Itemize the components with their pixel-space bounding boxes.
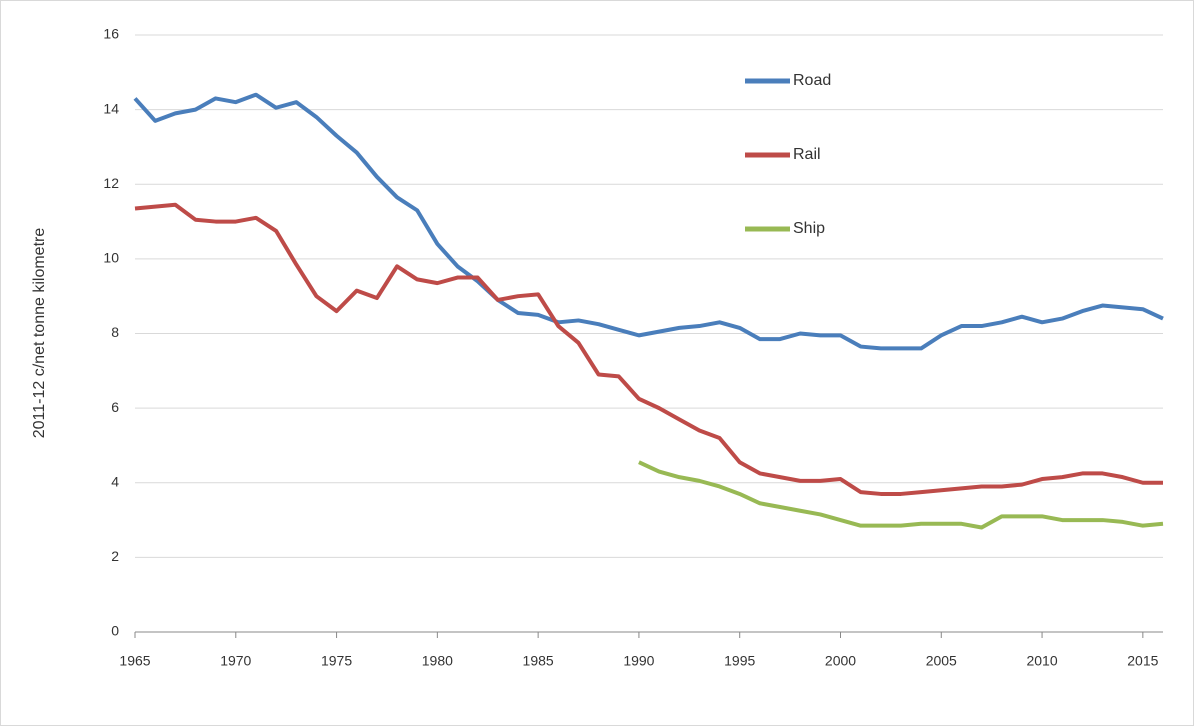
y-tick-label: 4	[111, 473, 119, 489]
x-tick-label: 1980	[422, 653, 453, 669]
x-tick-label: 1965	[119, 653, 150, 669]
series-line	[133, 92, 1164, 351]
y-tick-label: 0	[111, 623, 119, 639]
legend-label: Ship	[793, 220, 825, 237]
x-tick-label: 2005	[926, 653, 957, 669]
x-tick-label: 1995	[724, 653, 755, 669]
x-tick-label: 1990	[623, 653, 654, 669]
x-tick-label: 1970	[220, 653, 251, 669]
series-line	[134, 202, 1163, 496]
y-tick-label: 12	[103, 175, 119, 191]
x-tick-label: 2000	[825, 653, 856, 669]
y-tick-label: 10	[103, 250, 119, 266]
x-tick-label: 1975	[321, 653, 352, 669]
y-tick-label: 14	[103, 100, 119, 116]
x-tick-label: 2015	[1127, 653, 1158, 669]
y-tick-label: 16	[103, 26, 119, 42]
legend-label: Rail	[793, 146, 821, 163]
y-tick-label: 2	[111, 548, 119, 564]
y-tick-label: 8	[111, 324, 119, 340]
series-line	[638, 460, 1164, 530]
x-tick-label: 2010	[1026, 653, 1057, 669]
y-tick-label: 6	[111, 399, 119, 415]
y-axis-label: 2011-12 c/net tonne kilometre	[31, 228, 48, 439]
x-tick-label: 1985	[523, 653, 554, 669]
legend-label: Road	[793, 72, 831, 89]
